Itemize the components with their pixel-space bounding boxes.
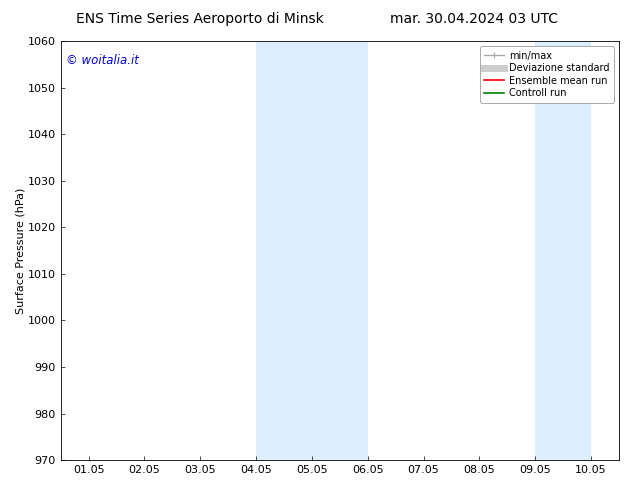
Text: mar. 30.04.2024 03 UTC: mar. 30.04.2024 03 UTC: [390, 12, 558, 26]
Text: ENS Time Series Aeroporto di Minsk: ENS Time Series Aeroporto di Minsk: [76, 12, 324, 26]
Legend: min/max, Deviazione standard, Ensemble mean run, Controll run: min/max, Deviazione standard, Ensemble m…: [479, 46, 614, 103]
Y-axis label: Surface Pressure (hPa): Surface Pressure (hPa): [15, 187, 25, 314]
Bar: [312, 41, 368, 460]
Text: © woitalia.it: © woitalia.it: [67, 53, 139, 67]
Bar: [535, 41, 591, 460]
Bar: [256, 41, 312, 460]
